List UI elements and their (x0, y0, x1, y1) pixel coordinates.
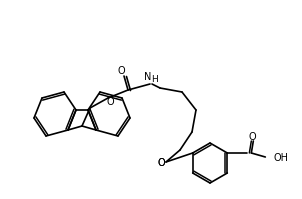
Text: OH: OH (273, 153, 288, 163)
Text: O: O (117, 66, 125, 76)
Text: H: H (151, 75, 157, 85)
Text: O: O (157, 158, 165, 168)
Text: N: N (144, 72, 152, 82)
Text: O: O (106, 97, 114, 107)
Text: O: O (249, 132, 256, 142)
Text: O: O (157, 158, 165, 168)
